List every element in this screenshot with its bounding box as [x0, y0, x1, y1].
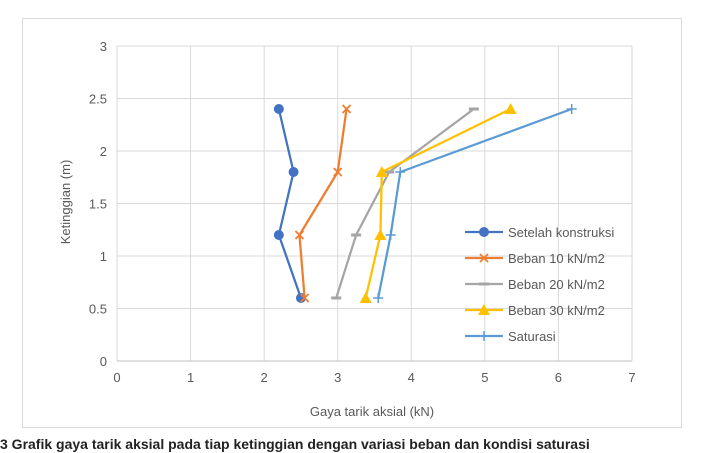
x-tick-label: 2 [261, 370, 268, 385]
series-line [277, 108, 302, 299]
data-point [375, 166, 388, 177]
data-point [395, 167, 406, 177]
data-point [374, 229, 387, 240]
data-point [288, 167, 299, 177]
x-tick-label: 5 [481, 370, 488, 385]
y-tick-label: 0.5 [89, 302, 107, 317]
legend-marker [479, 331, 489, 341]
x-tick-label: 1 [187, 370, 194, 385]
x-tick-label: 4 [408, 370, 415, 385]
x-tick-label: 7 [628, 370, 635, 385]
legend: Setelah konstruksi Beban 10 kN/m2 Beban 20… [465, 225, 614, 344]
legend-marker [478, 304, 490, 315]
legend-label: Saturasi [508, 329, 556, 344]
legend-label: Beban 20 kN/m2 [508, 277, 605, 292]
legend-marker [479, 227, 489, 237]
x-axis-label: Gaya tarik aksial (kN) [310, 404, 434, 419]
data-point [341, 104, 352, 114]
series-4 [359, 103, 517, 303]
y-tick-label: 2.5 [89, 92, 107, 107]
legend-label: Setelah konstruksi [508, 225, 614, 240]
x-tick-label: 3 [334, 370, 341, 385]
x-tick-label: 6 [555, 370, 562, 385]
data-point [385, 230, 396, 240]
legend-item: Beban 10 kN/m2 [465, 251, 605, 266]
legend-item: Beban 20 kN/m2 [465, 277, 605, 292]
y-tick-label: 1 [100, 249, 107, 264]
series-5 [373, 104, 577, 303]
data-point [359, 292, 372, 303]
series-1 [273, 104, 306, 303]
y-axis-label: Ketinggian (m) [58, 160, 73, 245]
legend-item: Beban 30 kN/m2 [465, 303, 605, 318]
series-line [377, 107, 573, 299]
legend-item: Saturasi [465, 329, 556, 344]
y-tick-label: 1.5 [89, 197, 107, 212]
data-point [566, 104, 577, 114]
data-point [333, 167, 343, 177]
data-point [273, 230, 284, 240]
data-point [294, 230, 305, 240]
chart-area [22, 18, 682, 428]
series-line [298, 108, 348, 299]
y-tick-label: 2 [100, 144, 107, 159]
plot-series [273, 103, 577, 303]
data-point [373, 293, 384, 303]
series-line [364, 107, 512, 299]
y-tick-label: 3 [100, 39, 107, 54]
series-2 [294, 104, 352, 303]
legend-label: Beban 30 kN/m2 [508, 303, 605, 318]
series-3 [331, 107, 479, 300]
axes: 0 1 2 3 4 5 6 7 0 0.5 1 1.5 2 2.5 3 [89, 39, 636, 385]
figure-caption: 3 Grafik gaya tarik aksial pada tiap ket… [0, 436, 590, 452]
data-point [273, 104, 284, 114]
data-point [299, 293, 310, 303]
legend-item: Setelah konstruksi [465, 225, 614, 240]
x-tick-label: 0 [113, 370, 120, 385]
legend-marker [479, 253, 489, 263]
data-point [504, 103, 517, 114]
legend-label: Beban 10 kN/m2 [508, 251, 605, 266]
y-tick-label: 0 [100, 354, 107, 369]
series-line [335, 108, 475, 299]
